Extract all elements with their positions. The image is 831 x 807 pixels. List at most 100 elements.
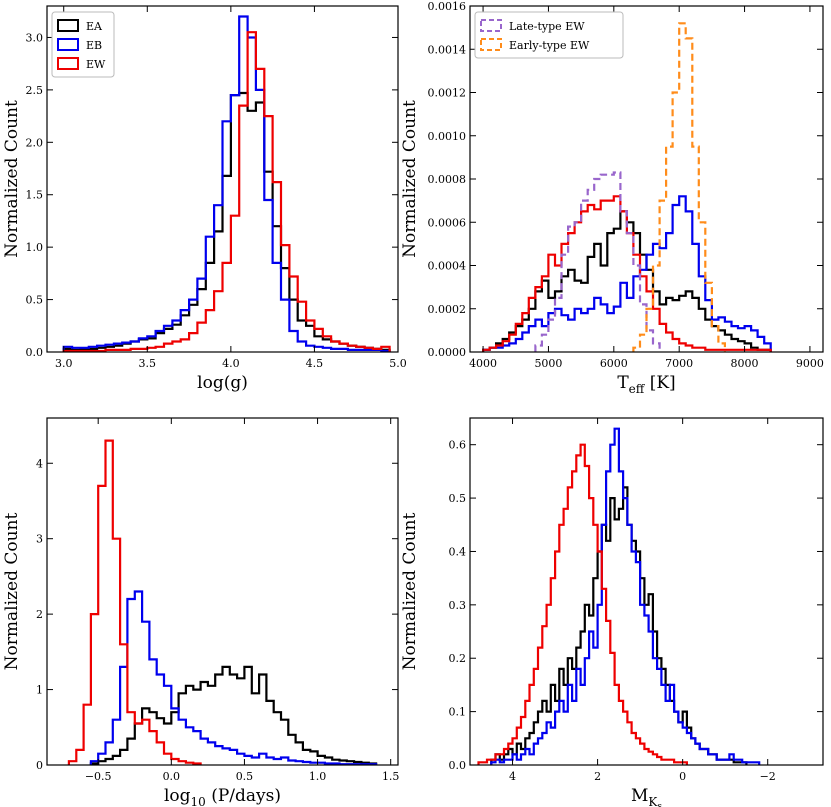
- y-tick-label: 0.5: [26, 294, 44, 307]
- x-tick-label: 2: [594, 770, 601, 783]
- chart-panel-1: 3.0 3.5 4.0 4.5 5.0 0.0 0.5 1.0 1.5 2.0 2.5 3.0 Norm…: [2, 5, 407, 393]
- y-tick-label: 1: [36, 684, 43, 697]
- x-tick-label: 9000: [796, 357, 824, 370]
- y-tick-label: 1.0: [26, 241, 44, 254]
- x-axis-label: log10 (P/days): [164, 786, 281, 807]
- chart-panel-4: 4 2 0 −2 0.0 0.1 0.2 0.3 0.4 0.5 0.6 Normalized Cou…: [400, 417, 824, 807]
- plot-frame: [46, 5, 399, 353]
- x-axis-label: Teff [K]: [617, 373, 675, 396]
- series-eb: [89, 590, 378, 765]
- y-tick-label: 1.5: [26, 189, 44, 202]
- series-ea: [490, 486, 748, 765]
- series-ew: [477, 443, 688, 765]
- y-tick-label: 0.1: [449, 706, 467, 719]
- x-tick-label: 0.5: [236, 770, 254, 783]
- legend-swatch: [57, 38, 79, 51]
- y-tick-label: 2.5: [26, 84, 44, 97]
- y-tick-label: 0.6: [449, 439, 467, 452]
- y-axis-label: Normalized Count: [2, 513, 22, 671]
- x-tick-label: 4: [509, 770, 516, 783]
- y-axis-label: Normalized Count: [400, 100, 420, 258]
- legend-label: EB: [86, 39, 102, 52]
- series-ea: [62, 91, 391, 352]
- plot-area: [482, 22, 772, 352]
- x-tick-label: 1.5: [382, 770, 400, 783]
- series-early-type-ew: [632, 22, 726, 352]
- x-axis-label: log(g): [197, 373, 248, 393]
- y-tick-label: 0.0014: [428, 43, 467, 56]
- legend: [474, 11, 624, 59]
- y-tick-label: 0.0000: [428, 346, 467, 359]
- legend-label: Early-type EW: [509, 39, 590, 52]
- x-tick-label: 0: [679, 770, 686, 783]
- series-late-type-ew: [534, 171, 661, 352]
- x-tick-label: 0.0: [163, 770, 181, 783]
- x-tick-label: 5.0: [389, 357, 407, 370]
- chart-panel-2: 4000 5000 6000 7000 8000 9000 0.0000 0.0002 0.00…: [400, 0, 824, 396]
- x-axis-label-unit: (P/days): [206, 786, 281, 806]
- x-tick-label: 4.5: [306, 357, 324, 370]
- y-axis-label: Normalized Count: [400, 513, 420, 671]
- y-tick-label: 0.5: [449, 492, 467, 505]
- y-axis-label: Normalized Count: [2, 100, 22, 258]
- series-ew: [67, 439, 202, 765]
- legend-swatch: [57, 57, 79, 70]
- y-tick-label: 0.0006: [428, 216, 467, 229]
- y-tick-label: 0.0012: [428, 87, 467, 100]
- x-axis-label-main: log: [164, 786, 191, 806]
- legend-swatch: [57, 19, 79, 32]
- legend: [51, 11, 115, 78]
- x-axis-label-sub: K: [648, 795, 658, 807]
- legend-label: Late-type EW: [509, 20, 585, 33]
- series-eb: [490, 427, 761, 765]
- x-axis-label-subsub: s: [657, 802, 662, 807]
- y-tick-label: 0.4: [449, 545, 467, 558]
- x-tick-label: 4000: [469, 357, 497, 370]
- y-tick-label: 0.2: [449, 652, 467, 665]
- x-axis-label-main: log(g): [197, 373, 248, 393]
- y-tick-label: 3.0: [26, 31, 44, 44]
- x-tick-label: −0.5: [85, 770, 112, 783]
- y-tick-label: 0.0016: [428, 0, 467, 13]
- x-axis-label-sub: 10: [191, 795, 206, 807]
- x-tick-label: 6000: [600, 357, 628, 370]
- y-tick-label: 0: [36, 759, 43, 772]
- plot-frame: [469, 417, 824, 766]
- y-tick-label: 0.0004: [428, 260, 467, 273]
- x-tick-label: 3.0: [55, 357, 73, 370]
- y-tick-label: 0.0: [449, 759, 467, 772]
- y-tick-label: 0.0: [26, 346, 44, 359]
- x-tick-label: 4.0: [222, 357, 240, 370]
- x-axis-label-main: M: [631, 786, 648, 806]
- x-tick-label: 5000: [534, 357, 562, 370]
- series-ew: [482, 195, 772, 352]
- y-tick-label: 0.3: [449, 599, 467, 612]
- legend-swatch: [480, 19, 502, 32]
- series-ew: [62, 31, 391, 352]
- x-axis-label-sub: eff: [629, 382, 646, 396]
- y-tick-label: 2: [36, 608, 43, 621]
- x-tick-label: −2: [760, 770, 776, 783]
- y-tick-label: 3: [36, 533, 43, 546]
- legend-swatch: [480, 38, 502, 51]
- legend-label: EW: [86, 58, 106, 71]
- x-axis-label-main: T: [617, 373, 629, 393]
- x-tick-label: 3.5: [139, 357, 157, 370]
- x-axis-label-unit: [K]: [644, 373, 675, 393]
- x-tick-label: 8000: [731, 357, 759, 370]
- x-axis-label: MKs: [631, 786, 662, 807]
- legend-label: EA: [86, 20, 103, 33]
- x-tick-label: 7000: [665, 357, 693, 370]
- y-tick-label: 0.0002: [428, 303, 467, 316]
- series-eb: [482, 195, 772, 352]
- plot-area: [67, 439, 378, 765]
- y-tick-label: 2.0: [26, 136, 44, 149]
- plot-area: [62, 15, 391, 352]
- plot-frame: [46, 417, 399, 766]
- x-tick-label: 1.0: [309, 770, 327, 783]
- series-eb: [62, 15, 391, 352]
- y-tick-label: 4: [36, 457, 43, 470]
- chart-panel-3: −0.5 0.0 0.5 1.0 1.5 0 1 2 3 4 Normalized Count log…: [2, 417, 400, 807]
- y-tick-label: 0.0008: [428, 173, 467, 186]
